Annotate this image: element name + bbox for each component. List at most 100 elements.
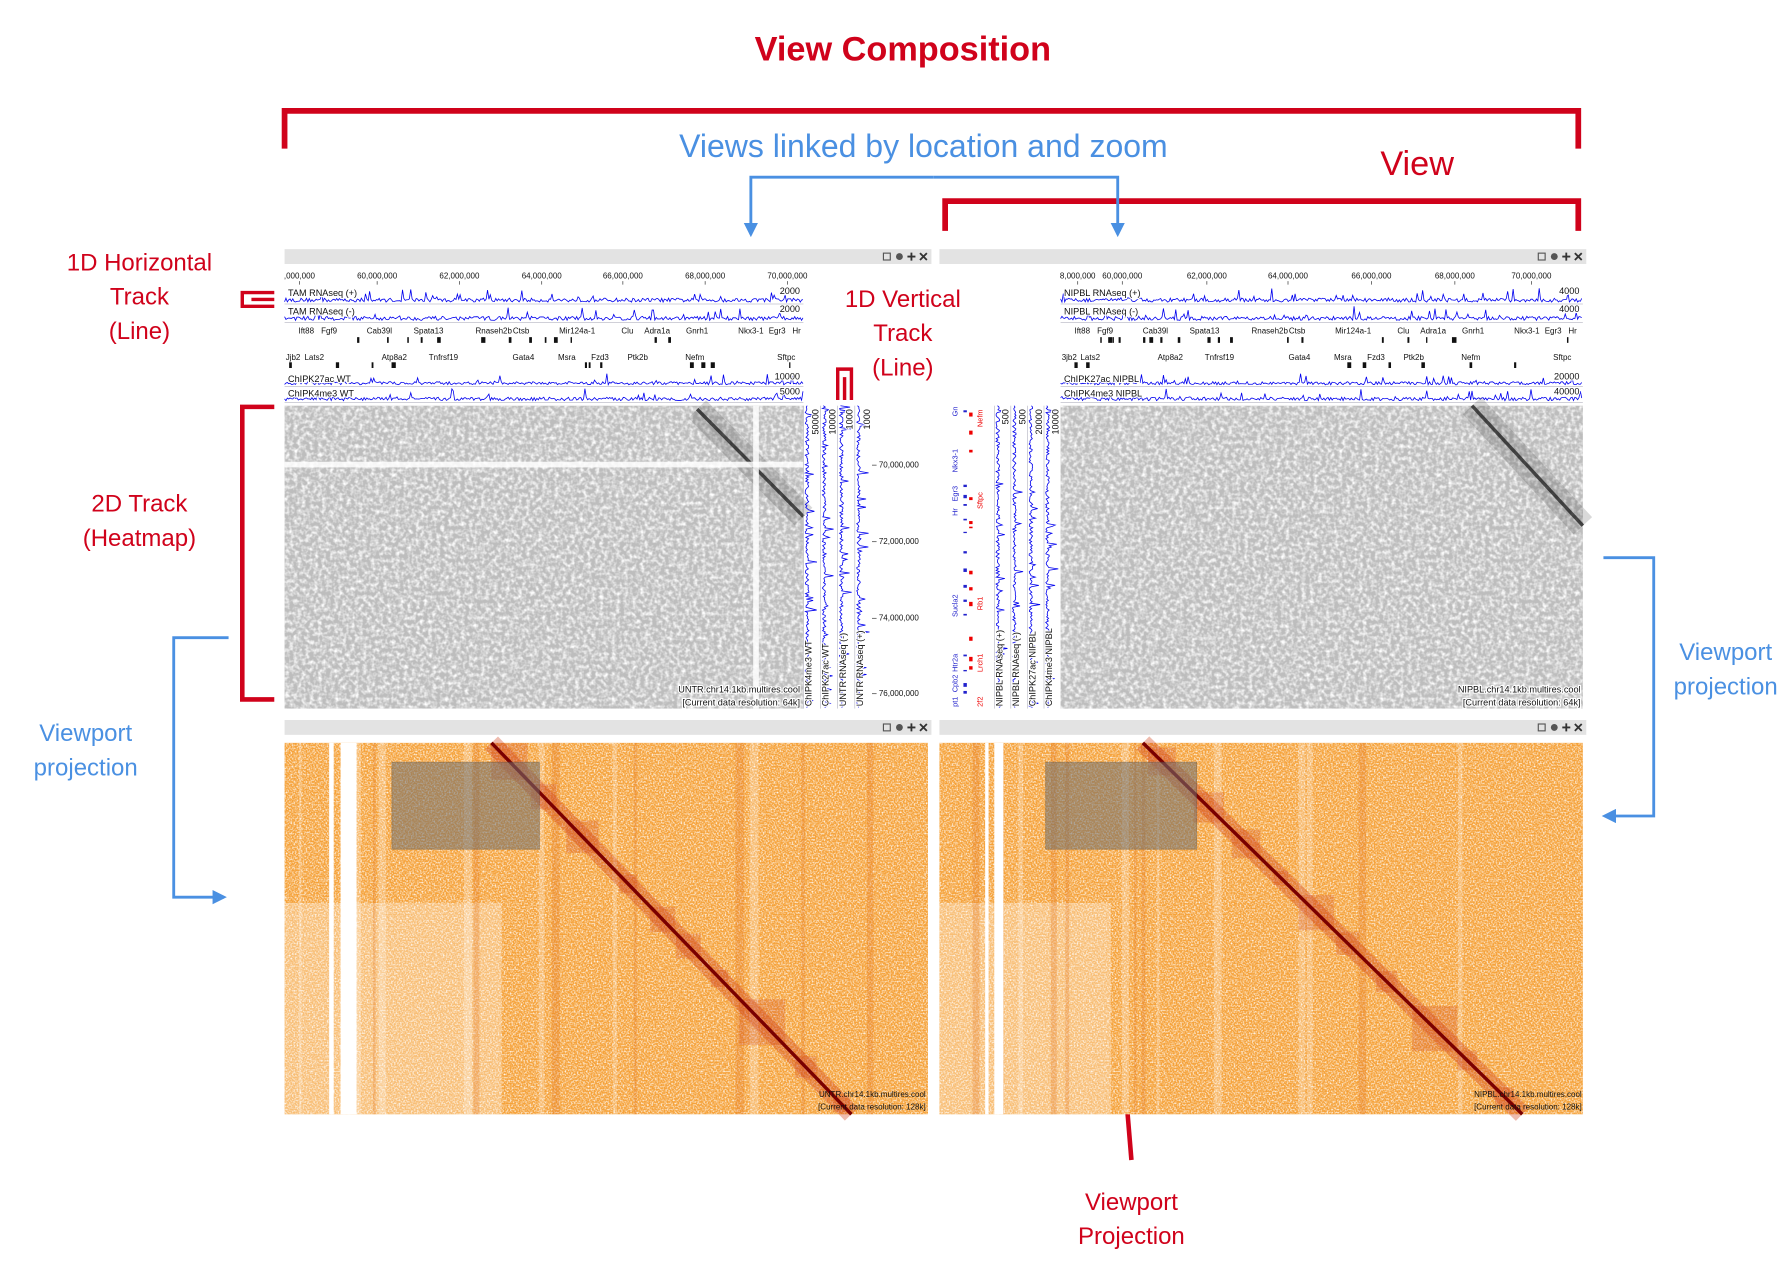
- icon-copy[interactable]: [1537, 723, 1546, 732]
- gene-glyph: [1177, 337, 1181, 343]
- gene-glyph: [969, 521, 973, 525]
- gene-glyph: [508, 337, 512, 343]
- heatmap-gap: [753, 405, 759, 709]
- gene-glyph: [407, 337, 409, 343]
- track-label: TAM RNAseq (+): [288, 288, 357, 298]
- annotation: Viewport: [39, 720, 132, 747]
- annotation: projection: [1674, 673, 1778, 700]
- icon-close[interactable]: [919, 723, 928, 732]
- line-track: [838, 405, 852, 708]
- track-max: 4000: [1559, 304, 1579, 314]
- overview-band: [1121, 742, 1129, 1115]
- gene-glyph: [701, 362, 706, 368]
- track-label: ChIPK27ac WT: [288, 374, 351, 384]
- gene-label: Ift88: [298, 327, 314, 336]
- icon-add[interactable]: [907, 252, 916, 261]
- gene-glyph: [570, 337, 572, 343]
- gene-label: Mir124a-1: [559, 327, 596, 336]
- heatmap-label: UNTR.chr14.1kb.multires.cool: [678, 685, 800, 695]
- icon-settings[interactable]: [896, 253, 903, 260]
- icon-close[interactable]: [919, 252, 928, 261]
- track-max: 1000: [845, 409, 855, 429]
- overview-band: [298, 742, 302, 1115]
- line-track: [1060, 288, 1583, 304]
- x-tick-label: 64,000,000: [1268, 272, 1309, 281]
- gene-label: Nkx3-1: [738, 327, 764, 336]
- heatmap-label: UNTR.chr14.1kb.multires.cool: [819, 1090, 926, 1099]
- x-tick-label: 62,000,000: [439, 272, 480, 281]
- gene-label: Cab39l: [367, 327, 393, 336]
- gene-glyph: [969, 570, 973, 575]
- icon-add[interactable]: [1562, 252, 1571, 261]
- gene-label: Rnaseh2b: [475, 327, 512, 336]
- gene-label: 3jb2: [1062, 353, 1078, 362]
- icon-add[interactable]: [907, 723, 916, 732]
- gene-glyph: [963, 494, 967, 499]
- gene-label: Htr2a: [950, 653, 959, 672]
- overview-band: [373, 742, 376, 1115]
- gene-glyph: [969, 526, 973, 529]
- gene-glyph: [1160, 337, 1163, 343]
- gene-label: Tnfrsf19: [429, 353, 459, 362]
- composition-bracket: [281, 108, 1582, 149]
- gene-label: Gata4: [1289, 353, 1311, 362]
- icon-settings[interactable]: [1550, 724, 1558, 731]
- gene-glyph: [1469, 362, 1473, 368]
- gene-glyph: [1421, 362, 1425, 368]
- annotation: Viewport: [1085, 1189, 1178, 1216]
- icon-close[interactable]: [1574, 252, 1583, 261]
- gene-label: Clu: [1397, 327, 1409, 336]
- gene-glyph: [1301, 337, 1304, 343]
- figure-title: View Composition: [755, 30, 1051, 68]
- gene-glyph: [357, 337, 360, 343]
- gene-label: Ptk2b: [627, 353, 648, 362]
- gene-glyph: [789, 362, 791, 368]
- track-label: ChIPK4me3 NIPBL: [1064, 389, 1142, 399]
- track-2d-bracket: [240, 404, 275, 702]
- gene-label: Atp8a2: [382, 353, 408, 362]
- gene-glyph: [1086, 362, 1090, 368]
- gene-glyph: [668, 337, 671, 343]
- icon-copy[interactable]: [1537, 252, 1546, 261]
- overview-band: [1358, 742, 1367, 1115]
- overview-band: [1134, 742, 1137, 1115]
- track-max: 10000: [828, 409, 838, 434]
- line-track: [994, 405, 1008, 708]
- track-label: ChIPK4me3 NIPBL: [1044, 628, 1054, 706]
- icon-settings[interactable]: [1550, 253, 1558, 260]
- gene-glyph: [963, 599, 967, 602]
- overview-band: [612, 742, 617, 1115]
- overview-band: [1213, 742, 1222, 1115]
- link-arrow: [933, 175, 1125, 238]
- gene-glyph: [1426, 337, 1428, 343]
- line-track: [1028, 405, 1041, 708]
- track-label: NIPBL RNAseq (+): [994, 630, 1004, 706]
- gene-glyph: [387, 337, 389, 343]
- overview-gap: [994, 742, 1004, 1115]
- gene-glyph: [437, 337, 441, 343]
- icon-settings[interactable]: [896, 724, 903, 731]
- gene-label: Tnfrsf19: [1205, 353, 1235, 362]
- overview-band: [1065, 742, 1070, 1115]
- gene-glyph: [1230, 337, 1233, 343]
- overview-band: [473, 742, 480, 1115]
- annotation: Viewport: [1679, 639, 1772, 666]
- icon-close[interactable]: [1574, 723, 1583, 732]
- gene-label: Nkx3-1: [950, 449, 959, 472]
- x-tick-label: 68,000,000: [685, 272, 726, 281]
- gene-glyph: [529, 337, 532, 343]
- icon-copy[interactable]: [882, 723, 891, 732]
- icon-copy[interactable]: [882, 252, 891, 261]
- track-max: 5000: [780, 386, 800, 396]
- gene-label: Gn: [950, 406, 959, 416]
- annotation: Views linked by location and zoom: [679, 128, 1168, 164]
- gene-label: Egr3: [1545, 327, 1562, 336]
- annotation: 1D Vertical: [845, 286, 961, 313]
- gene-label: Nefm: [1461, 353, 1480, 362]
- heatmap-diagonal: [1470, 404, 1585, 527]
- overview-band: [463, 742, 472, 1115]
- gene-glyph: [969, 412, 973, 417]
- gene-label: Fzd3: [1367, 353, 1385, 362]
- icon-add[interactable]: [1562, 723, 1571, 732]
